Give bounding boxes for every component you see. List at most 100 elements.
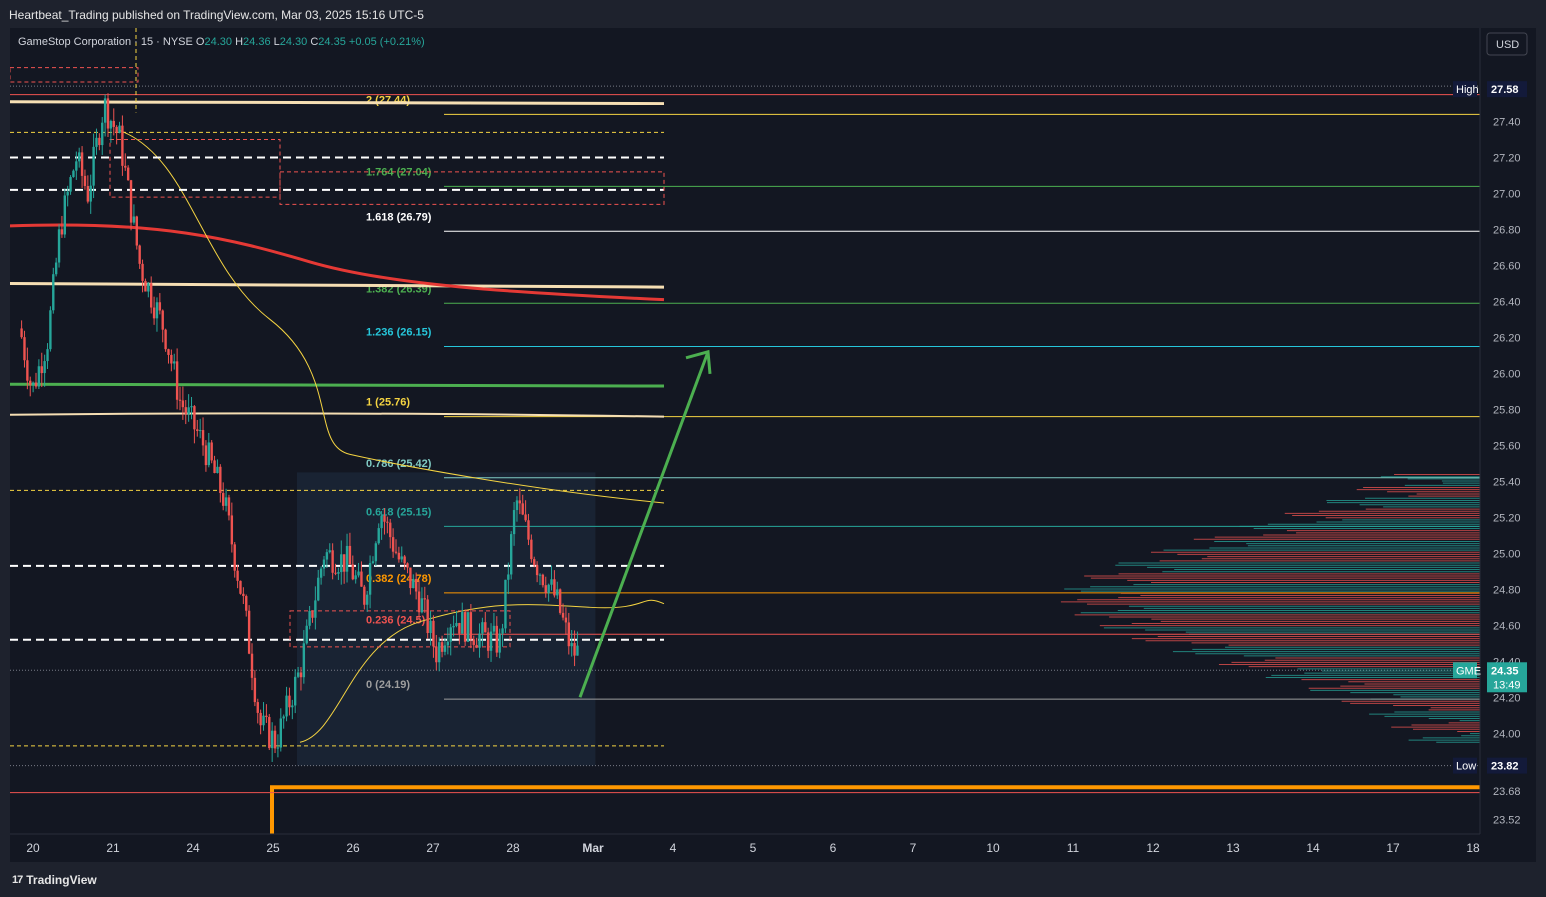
candle-body	[501, 628, 504, 634]
legend-part: 24.36	[243, 36, 274, 48]
candle-body	[236, 570, 239, 581]
candle-body	[155, 302, 159, 319]
candle-body	[288, 695, 291, 708]
x-tick-label: 24	[186, 841, 200, 855]
candle-body	[521, 503, 524, 515]
candle-body	[354, 575, 357, 580]
candle-body	[20, 328, 23, 338]
price-chart[interactable]: 2 (27.44)1.764 (27.04)1.618 (26.79)1.382…	[10, 28, 1536, 862]
candle-body	[121, 125, 124, 166]
candle-body	[296, 672, 300, 677]
candle-body	[317, 577, 320, 601]
candle-body	[435, 646, 438, 663]
candle-body	[409, 567, 412, 589]
candle-body	[363, 586, 366, 605]
candle-body	[507, 574, 510, 580]
candle-body	[144, 280, 147, 292]
candle-body	[60, 229, 64, 235]
y-tick-label: 23.68	[1493, 786, 1521, 798]
candle-body	[328, 550, 331, 553]
candle-body	[170, 354, 173, 364]
chart-pane[interactable]: 2 (27.44) 1.764 (27.04) 1.618 (26.79) 1.382…	[10, 28, 1536, 862]
candle-body	[222, 493, 225, 506]
candle-body	[492, 625, 496, 632]
candle-body	[319, 568, 323, 578]
candle-body	[75, 161, 78, 171]
candle-body	[282, 716, 285, 719]
price-marker-box	[1487, 662, 1527, 693]
x-tick-label: 26	[346, 841, 360, 855]
orange-support-line	[270, 785, 1480, 834]
legend-part: 24.35	[318, 36, 349, 48]
candle-body	[472, 639, 475, 645]
candle-body	[380, 515, 383, 529]
x-tick-label: 13	[1226, 841, 1240, 855]
candle-body	[173, 361, 176, 364]
x-tick-label: 25	[266, 841, 280, 855]
order-block-box	[10, 67, 139, 83]
x-tick-label: 6	[830, 841, 837, 855]
candle-body	[198, 430, 202, 432]
candle-body	[504, 579, 507, 629]
candle-body	[564, 617, 568, 623]
fib-level-label: 0.618 (25.15)	[366, 506, 432, 518]
candle-body	[247, 610, 251, 654]
candle-body	[190, 406, 193, 408]
candle-body	[256, 702, 259, 713]
x-tick-label: 7	[910, 841, 917, 855]
candle-body	[23, 337, 26, 361]
y-tick-label: 25.60	[1493, 440, 1521, 452]
candle-body	[535, 565, 539, 576]
candle-body	[374, 543, 378, 562]
y-tick-label: 24.20	[1493, 692, 1521, 704]
candle-body	[547, 584, 550, 594]
candle-body	[423, 598, 426, 600]
candle-body	[63, 195, 66, 235]
y-tick-label: 26.40	[1493, 296, 1521, 308]
candle-body	[34, 382, 38, 387]
candle-body	[138, 245, 141, 264]
candle-body	[147, 283, 150, 292]
candle-body	[438, 642, 441, 663]
y-tick-label: 27.40	[1493, 117, 1521, 129]
candle-body	[193, 406, 196, 430]
candle-body	[561, 612, 565, 618]
candle-body	[98, 137, 101, 146]
candle-body	[26, 360, 29, 381]
candle-body	[489, 631, 493, 651]
price-marker-value: 23.82	[1491, 761, 1519, 773]
candle-body	[541, 574, 545, 586]
candle-body	[161, 310, 164, 330]
candle-body	[213, 460, 216, 473]
candle-body	[66, 191, 69, 196]
yellow-ma-fast	[299, 599, 665, 743]
candle-body	[54, 262, 58, 275]
candle-body	[524, 514, 527, 521]
currency-label: USD	[1496, 39, 1519, 51]
candle-body	[512, 510, 516, 535]
x-tick-label: 12	[1146, 841, 1160, 855]
candle-body	[400, 556, 403, 560]
candle-body	[101, 122, 104, 146]
candle-body	[268, 717, 271, 749]
candle-body	[412, 578, 415, 589]
y-tick-label: 25.80	[1493, 404, 1521, 416]
price-marker-countdown: 13:49	[1493, 679, 1521, 691]
fib-level-label: 2 (27.44)	[366, 94, 410, 106]
publisher-header: Heartbeat_Trading published on TradingVi…	[9, 8, 424, 22]
candle-body	[553, 579, 556, 596]
candle-body	[518, 500, 522, 504]
fib-level-label: 0.382 (24.78)	[366, 573, 432, 585]
candle-body	[52, 274, 55, 311]
range-box	[297, 472, 596, 766]
candle-body	[210, 442, 213, 461]
candle-body	[178, 399, 182, 401]
candle-body	[132, 216, 136, 223]
tradingview-footer[interactable]: 17 TradingView	[12, 873, 97, 887]
candle-body	[224, 497, 228, 506]
candle-body	[83, 175, 87, 186]
y-tick-label: 27.00	[1493, 189, 1521, 201]
candle-body	[394, 551, 398, 553]
candle-body	[276, 747, 280, 749]
candle-body	[481, 622, 484, 634]
